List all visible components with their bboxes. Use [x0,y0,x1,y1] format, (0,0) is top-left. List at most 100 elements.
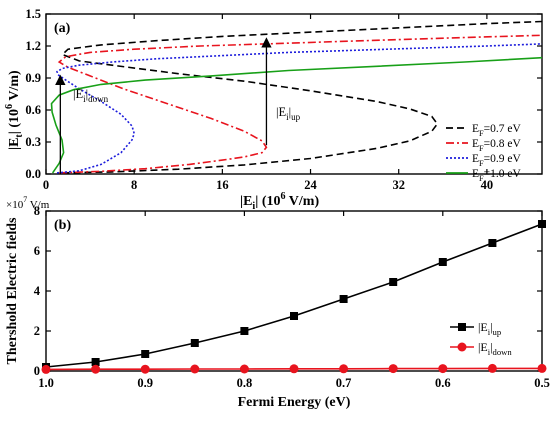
legend-label-a-2-part: F [479,159,484,168]
data-point-down [140,364,150,374]
annotation-down-part: |E [73,87,84,101]
x-tick-label-b: 0.6 [435,376,451,390]
legend-label-b-0-part: i [488,327,491,337]
data-point-down [190,364,200,374]
legend-label-a-3-part: =1.0 eV [484,168,522,180]
y-tick-label-a: 1.5 [25,7,41,21]
legend-label-b-1-part: |E [478,340,488,354]
y-tick-label-b: 4 [34,284,41,298]
x-tick-label-a: 24 [304,178,317,192]
x-tick-label-a: 0 [43,178,49,192]
annotation-down-part: | [86,87,89,101]
data-point-up [91,358,100,366]
y-tick-label-b: 6 [34,244,40,258]
panel-label-b: (b) [54,218,71,233]
y-tick-label-b: 8 [34,204,40,218]
legend-label-a-3-part: F [479,174,484,183]
y-axis-label-a-part: |E [7,138,22,150]
data-point-down [438,364,448,374]
annotation-down-part: down [88,94,108,104]
legend-marker-b-0 [458,323,466,331]
y-axis-label-a-part: V/m) [7,70,22,104]
x-axis-label-a-part: |E [240,194,252,209]
annotation-down-part: i [83,94,86,104]
series-line-a-1 [57,34,543,174]
legend-label-b-1-part: i [488,347,491,357]
data-point-down [91,364,101,374]
y-tick-label-a: 0.3 [25,135,41,149]
series-line-a-2 [56,43,543,174]
y-axis-label-a-part: | (10 [7,109,22,134]
legend-label-a-0-part: =0.7 eV [484,123,522,135]
legend-label-a-2: EF=0.9 eV [472,153,521,168]
data-point-down [41,364,51,374]
data-point-up [538,220,546,228]
x-tick-label-a: 8 [131,178,137,192]
legend-label-a-0-part: F [479,129,484,138]
x-axis-label-a: |Ei| (106 V/m) [240,191,319,212]
legend-label-b-1: |Ei|down [478,340,512,357]
y-multiplier-label-part: ×10 [6,199,24,211]
legend-label-b-1-part: | [490,340,492,354]
data-point-down [487,363,497,373]
data-point-down [239,364,249,374]
legend-marker-b-1 [457,342,467,352]
x-axis-label-a-part: | (10 [255,194,280,209]
data-point-down [537,363,547,373]
legend-label-a-1-part: F [479,144,484,153]
data-point-up [141,350,150,358]
plot-frame-a [45,13,543,175]
x-axis-label-a-part: 6 [280,191,285,202]
data-point-up [190,339,199,347]
y-tick-label-a: 0.6 [25,103,41,117]
series-line-a-3 [50,56,543,174]
data-point-up [290,312,298,320]
annotation-down: |Ei|down [73,87,109,104]
legend-label-a-1: EF=0.8 eV [472,138,521,153]
y-axis-label-a-part: t [14,134,25,138]
legend-label-a-1-part: =0.8 eV [484,138,522,150]
x-tick-label-a: 32 [392,178,405,192]
legend-label-a-1-part: E [472,138,479,150]
x-tick-label-a: 16 [216,178,229,192]
x-tick-label-a: 40 [481,178,494,192]
y-axis-label-b: Thershold Electric fields [5,217,20,365]
y-tick-label-a: 1.2 [25,39,41,53]
x-tick-label-b: 0.9 [137,376,153,390]
legend-label-a-3: EF=1.0 eV [472,168,521,183]
legend-label-b-0-part: | [490,320,492,334]
data-point-down [388,364,398,374]
panel-a: 0 8 16 24 32 400.00.30.60.91.21.5|Ei|down|Ei|… [4,7,543,212]
x-tick-label-b: 0.5 [534,376,550,390]
data-point-up [389,278,398,286]
legend-label-b-1-part: down [493,347,513,357]
data-point-up [438,258,447,266]
x-tick-label-b: 1.0 [38,376,54,390]
legend-label-a-0-part: E [472,123,479,135]
legend-label-a-2-part: E [472,153,479,165]
annotation-up-part: | [289,105,292,119]
annotation-up-part: up [291,112,301,122]
legend-label-a-3-part: E [472,168,479,180]
annotation-up: |Ei|up [276,105,301,122]
y-tick-label-a: 0.0 [25,167,41,181]
legend-label-a-0: EF=0.7 eV [472,123,521,138]
series-line-b-0 [45,223,543,368]
series-line-a-0 [61,20,543,174]
y-axis-label-a: |Et| (106 V/m) [4,70,25,150]
legend-label-b-0-part: |E [478,320,488,334]
y-axis-label-a-part: 6 [4,104,15,109]
x-axis-label-b: Fermi Energy (eV) [238,395,351,410]
y-tick-label-b: 0 [34,364,40,378]
x-axis-label-a-part: i [252,201,255,212]
annotation-up-part: i [286,112,289,122]
y-tick-label-b: 2 [34,324,40,338]
data-point-down [289,364,299,374]
data-point-up [240,327,249,335]
annotation-up-part: |E [276,105,287,119]
data-point-up [488,239,497,247]
x-tick-label-b: 0.7 [336,376,352,390]
y-tick-label-a: 0.9 [25,71,41,85]
